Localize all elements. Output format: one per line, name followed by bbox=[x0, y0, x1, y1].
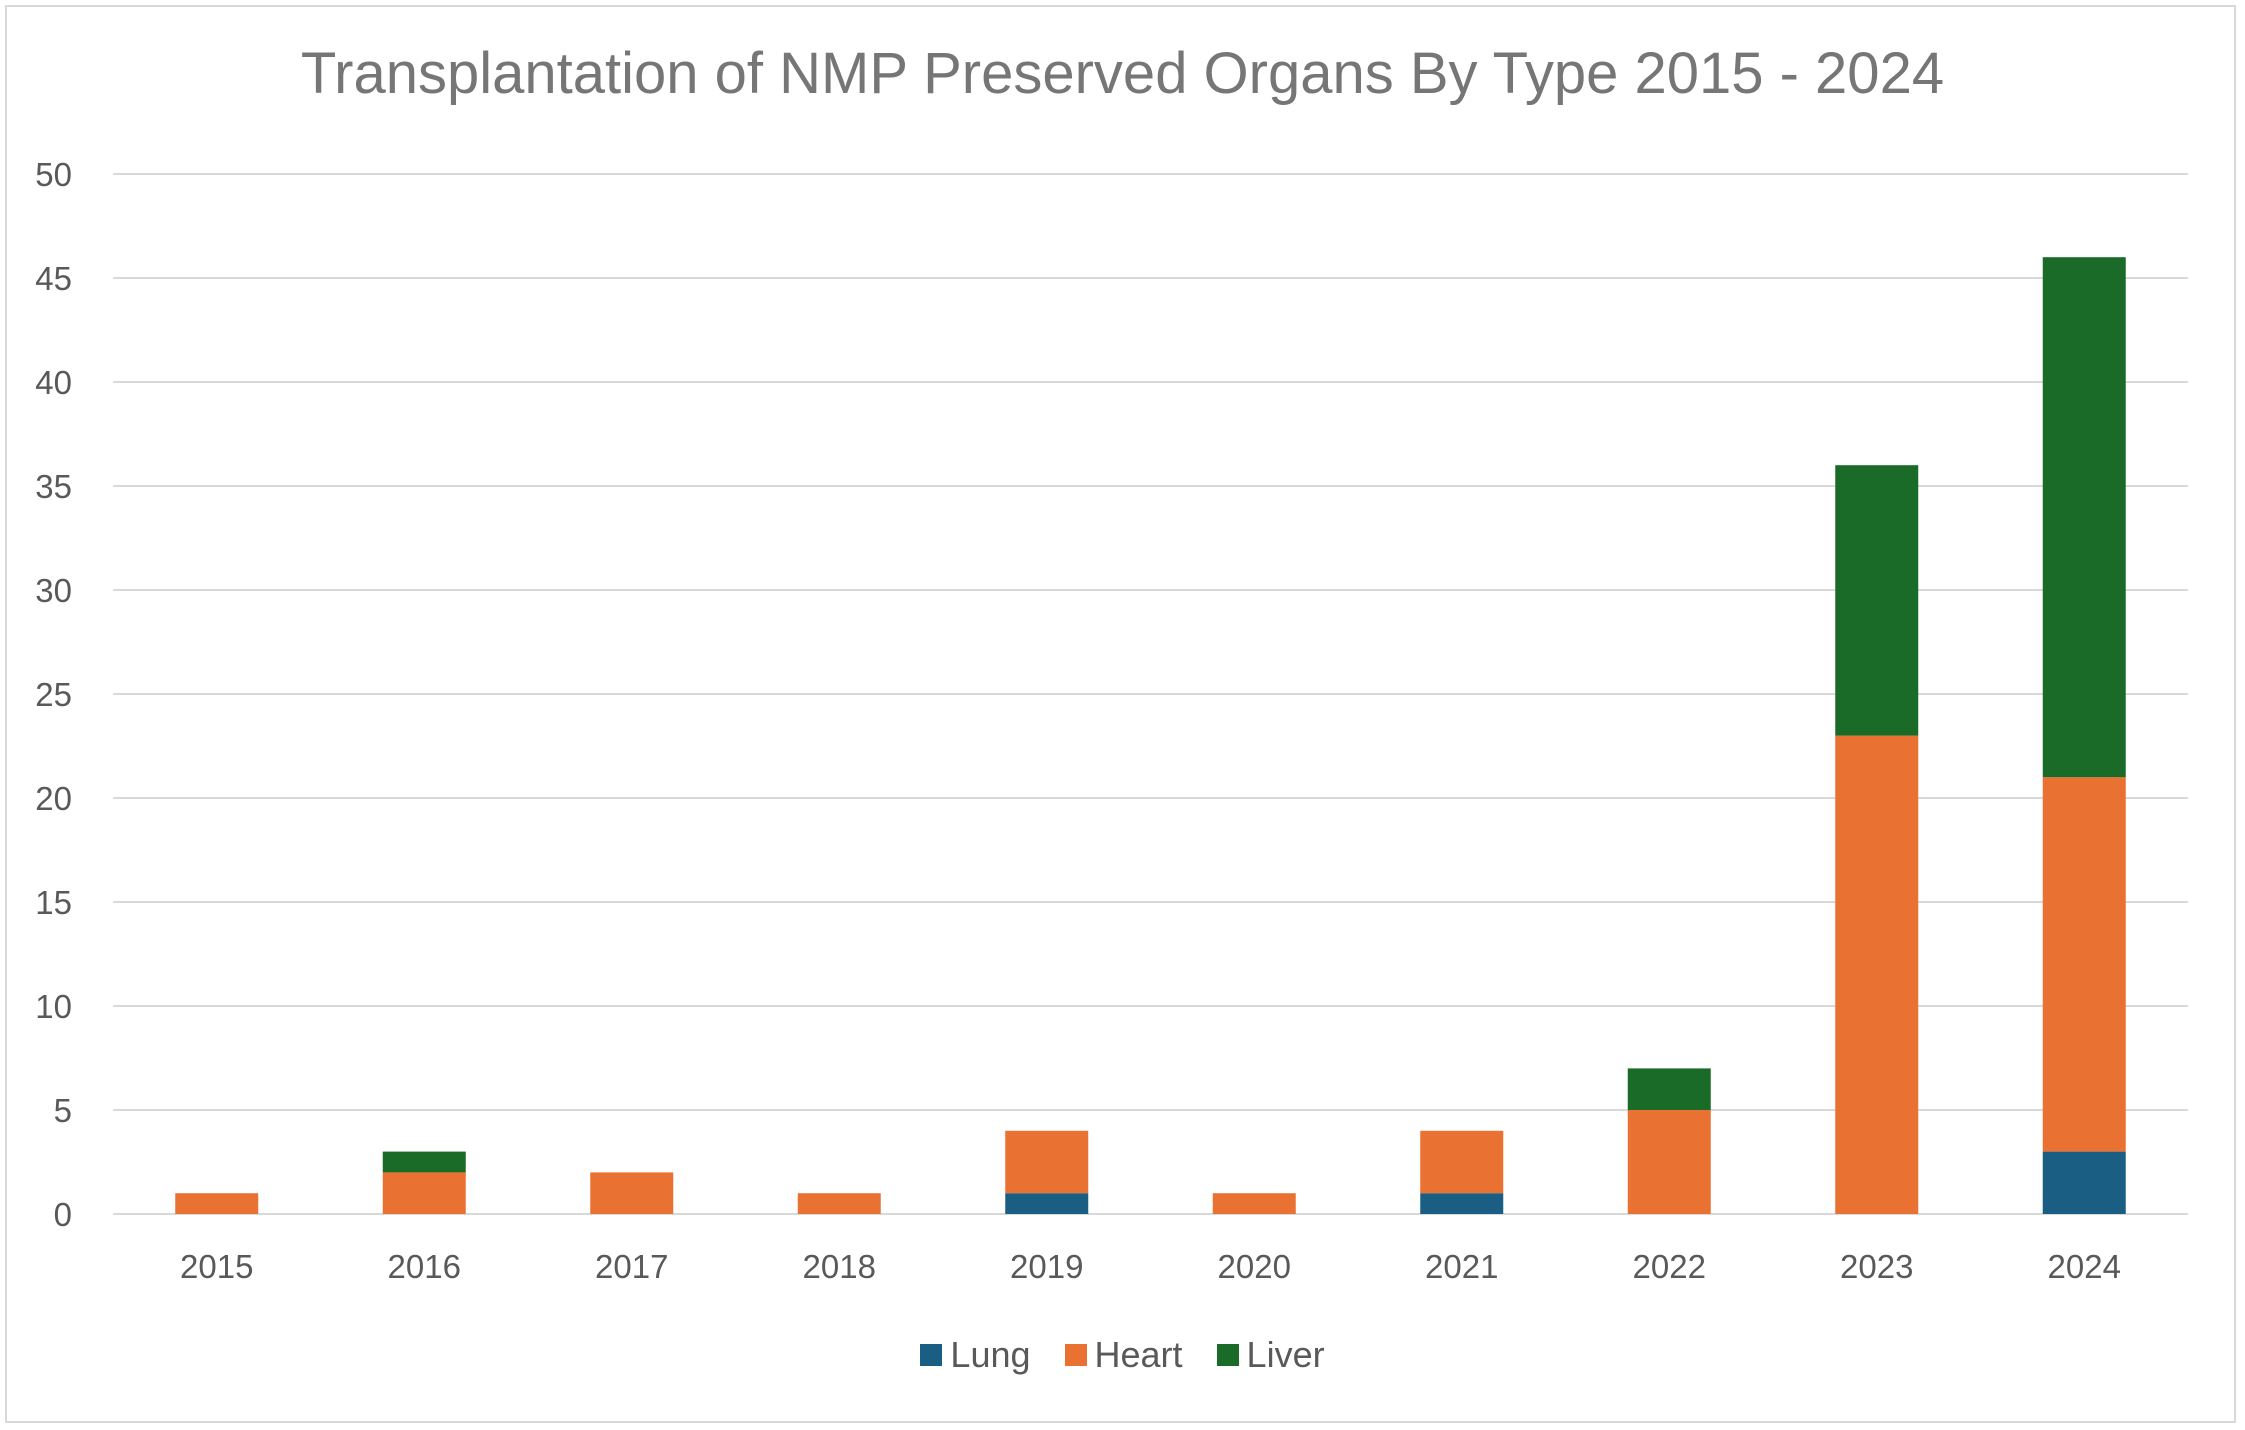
legend-swatch bbox=[920, 1344, 943, 1366]
y-tick-label: 15 bbox=[35, 884, 72, 921]
legend-label: Lung bbox=[950, 1334, 1031, 1375]
x-tick-label: 2019 bbox=[1010, 1248, 1083, 1285]
x-tick-label: 2022 bbox=[1633, 1248, 1706, 1285]
bar-lung-2021 bbox=[1420, 1193, 1504, 1214]
bar-heart-2019 bbox=[1005, 1130, 1089, 1194]
y-tick-label: 5 bbox=[54, 1092, 72, 1129]
x-tick-label: 2023 bbox=[1840, 1248, 1913, 1285]
x-tick-label: 2015 bbox=[180, 1248, 253, 1285]
bar-liver-2024 bbox=[2042, 257, 2126, 778]
legend-item-lung: Lung bbox=[920, 1334, 1031, 1376]
bar-heart-2021 bbox=[1420, 1130, 1504, 1194]
bar-liver-2022 bbox=[1627, 1068, 1711, 1110]
y-tick-label: 10 bbox=[35, 988, 72, 1025]
x-tick-label: 2024 bbox=[2048, 1248, 2121, 1285]
bar-liver-2023 bbox=[1835, 465, 1919, 736]
bar-heart-2024 bbox=[2042, 777, 2126, 1152]
x-tick-label: 2018 bbox=[803, 1248, 876, 1285]
chart-title: Transplantation of NMP Preserved Organs … bbox=[300, 41, 1945, 106]
bar-lung-2019 bbox=[1005, 1193, 1089, 1214]
bar-heart-2017 bbox=[590, 1172, 674, 1214]
x-tick-label: 2017 bbox=[595, 1248, 668, 1285]
legend-label: Heart bbox=[1094, 1334, 1183, 1375]
x-tick-label: 2020 bbox=[1218, 1248, 1291, 1285]
legend-swatch bbox=[1216, 1344, 1239, 1366]
bar-heart-2023 bbox=[1835, 735, 1919, 1214]
y-tick-label: 45 bbox=[35, 260, 72, 297]
x-axis: 2015 2016 2017 2018 2019 2020 2021 2022 2023 2024 bbox=[180, 1248, 2121, 1285]
bars bbox=[175, 257, 2126, 1214]
bar-heart-2016 bbox=[382, 1172, 466, 1214]
y-tick-label: 25 bbox=[35, 676, 72, 713]
legend: Lung Heart Liver bbox=[0, 1334, 2245, 1376]
bar-heart-2015 bbox=[175, 1193, 259, 1214]
bar-heart-2022 bbox=[1627, 1110, 1711, 1214]
y-tick-label: 35 bbox=[35, 468, 72, 505]
y-tick-label: 20 bbox=[35, 780, 72, 817]
bar-heart-2020 bbox=[1212, 1193, 1296, 1214]
y-axis: 0 5 10 15 20 25 30 35 40 45 50 bbox=[35, 156, 72, 1233]
x-tick-label: 2016 bbox=[388, 1248, 461, 1285]
bar-heart-2018 bbox=[797, 1193, 881, 1214]
bar-lung-2024 bbox=[2042, 1151, 2126, 1214]
x-tick-label: 2021 bbox=[1425, 1248, 1498, 1285]
legend-item-liver: Liver bbox=[1216, 1334, 1325, 1376]
y-tick-label: 30 bbox=[35, 572, 72, 609]
legend-item-heart: Heart bbox=[1064, 1334, 1183, 1376]
y-tick-label: 40 bbox=[35, 364, 72, 401]
legend-swatch bbox=[1064, 1344, 1087, 1366]
legend-label: Liver bbox=[1246, 1334, 1325, 1375]
y-tick-label: 50 bbox=[35, 156, 72, 193]
bar-liver-2016 bbox=[382, 1151, 466, 1173]
y-tick-label: 0 bbox=[54, 1196, 72, 1233]
